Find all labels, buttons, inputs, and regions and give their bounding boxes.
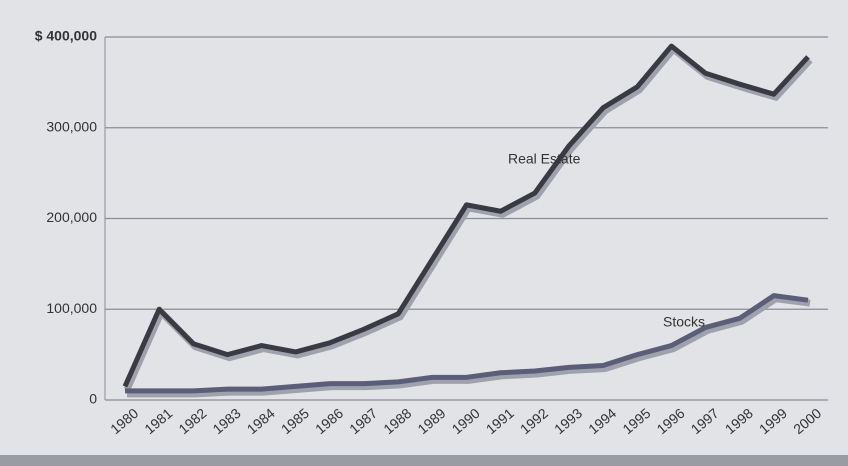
y-tick-label: 200,000 [46, 209, 97, 225]
y-tick-label: $ 400,000 [35, 28, 97, 44]
bottom-band [0, 455, 848, 466]
series-label: Real Estate [508, 151, 581, 167]
y-tick-label: 300,000 [46, 118, 97, 134]
line [122, 43, 810, 388]
y-tick-label: 0 [89, 391, 97, 407]
line [125, 293, 809, 394]
y-tick-label: 100,000 [46, 300, 97, 316]
series-label: Stocks [663, 314, 705, 330]
line-shadow [127, 294, 811, 398]
